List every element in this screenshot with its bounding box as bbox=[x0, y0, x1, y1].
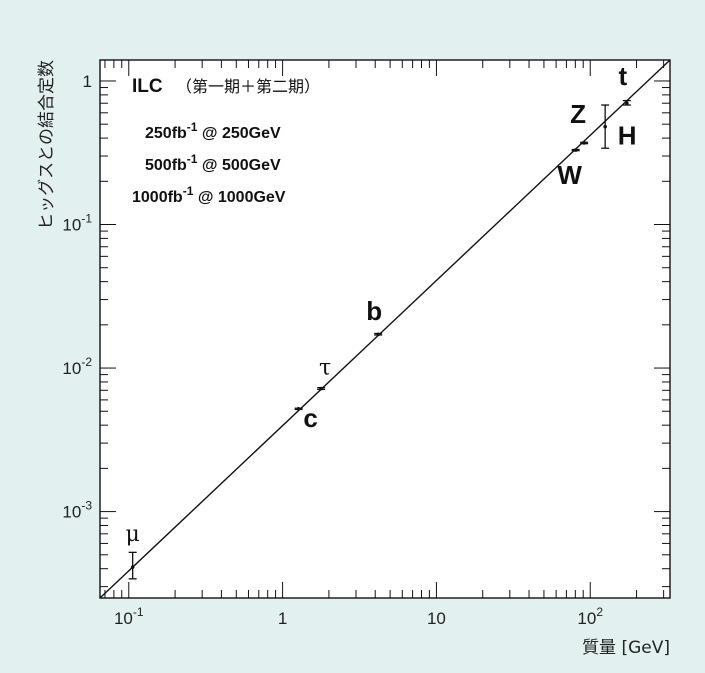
legend-line: 250fb-1 @ 250GeV bbox=[145, 120, 281, 142]
y-tick-label: 10-3 bbox=[62, 499, 92, 522]
x-tick-label: 102 bbox=[577, 605, 603, 628]
data-point bbox=[582, 141, 586, 145]
x-tick-label: 10-1 bbox=[114, 605, 144, 628]
legend-line: 1000fb-1 @ 1000GeV bbox=[132, 184, 286, 206]
point-label: b bbox=[366, 296, 382, 326]
y-tick-label: 1 bbox=[83, 72, 92, 91]
point-label: μ bbox=[126, 522, 140, 547]
data-point bbox=[296, 407, 301, 411]
legend-line: 500fb-1 @ 500GeV bbox=[145, 152, 281, 174]
data-point bbox=[603, 124, 607, 129]
data-point bbox=[573, 148, 578, 152]
point-label: Z bbox=[570, 99, 586, 129]
point-label: c bbox=[303, 403, 317, 433]
point-label: t bbox=[619, 61, 628, 91]
data-point bbox=[130, 565, 135, 569]
x-tick-label: 1 bbox=[278, 609, 287, 628]
data-point bbox=[319, 386, 323, 391]
data-point bbox=[376, 332, 380, 337]
point-label: H bbox=[618, 121, 637, 151]
legend-subtitle: （第一期＋第二期） bbox=[176, 77, 320, 96]
legend-title: ILC bbox=[132, 76, 163, 97]
x-axis-title: 質量 [GeV] bbox=[582, 638, 670, 658]
y-axis-title: ヒッグスとの結合定数 bbox=[37, 60, 57, 230]
point-label: W bbox=[557, 160, 582, 190]
x-tick-label: 10 bbox=[427, 609, 446, 628]
data-point bbox=[625, 101, 629, 106]
y-tick-label: 10-1 bbox=[62, 212, 92, 235]
y-tick-label: 10-2 bbox=[62, 355, 92, 378]
point-label: τ bbox=[319, 356, 331, 381]
